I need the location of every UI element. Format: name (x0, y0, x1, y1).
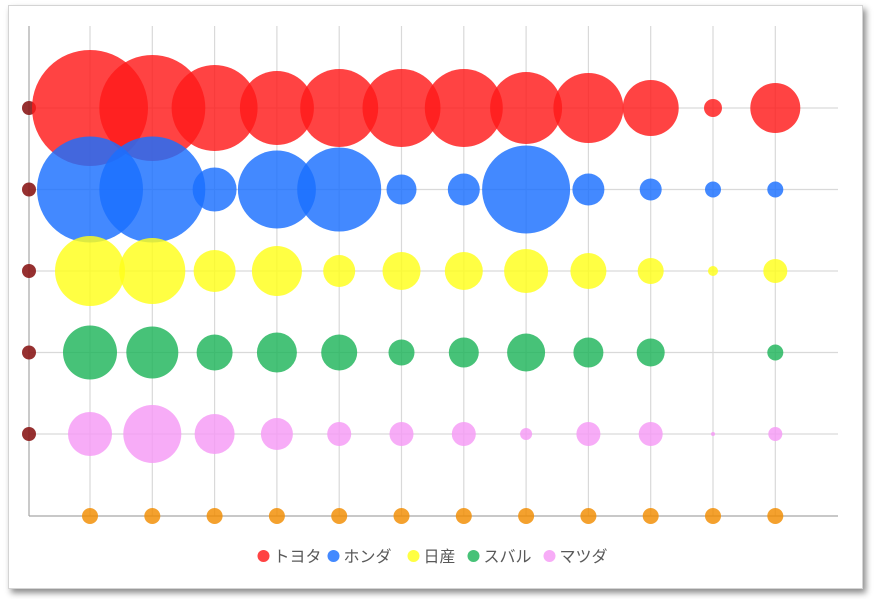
bubble-point (196, 334, 233, 371)
bubble-point (321, 334, 358, 371)
bubble-point (194, 414, 235, 454)
legend-swatch (543, 550, 556, 562)
bubble-point (239, 71, 314, 145)
bubble-point (99, 55, 206, 161)
bubble-point (55, 236, 125, 306)
legend-item: ホンダ (327, 547, 392, 566)
edge-marker (22, 427, 36, 441)
bubble-point (386, 174, 417, 205)
bubble-point (767, 181, 784, 198)
bubble-point (389, 422, 414, 446)
bubble-point (268, 508, 285, 524)
bubble-point (237, 150, 316, 229)
edge-marker (22, 264, 36, 278)
bubble-point (637, 258, 664, 284)
bubble-point (767, 344, 784, 361)
legend-item: 日産 (407, 547, 456, 566)
legend: トヨタ ホンダ 日産 スバル マツダ (257, 547, 608, 566)
bubble-point (570, 253, 607, 289)
bubble-point (297, 147, 382, 232)
bubble-point (144, 508, 161, 524)
legend-swatch (467, 550, 480, 562)
bubble-point (362, 69, 441, 147)
bubble-point (192, 167, 237, 212)
bubble-point (576, 422, 601, 446)
bubble-point (750, 83, 801, 133)
edge-marker (22, 345, 36, 360)
bubbles (32, 50, 801, 524)
bubble-point (639, 178, 662, 201)
legend-label: スバル (484, 547, 532, 566)
bubble-point (636, 338, 665, 367)
bubble-point (447, 173, 480, 206)
bubble-point (82, 508, 98, 524)
bubble-point (573, 337, 604, 368)
bubble-point (507, 333, 546, 372)
legend-item: スバル (467, 547, 532, 566)
bubble-point (705, 181, 721, 198)
legend-swatch (327, 550, 340, 562)
bubble-point (256, 332, 297, 373)
bubble-point (553, 73, 624, 143)
bubble-point (580, 508, 597, 524)
bubble-point (444, 252, 483, 290)
bubble-point (388, 339, 415, 366)
bubble-point (448, 337, 479, 368)
bubble-point (193, 250, 236, 292)
bubble-point (171, 65, 258, 151)
edge-marker (22, 182, 36, 197)
bubble-point (99, 136, 206, 243)
bubble-point (393, 508, 410, 524)
bubble-point (455, 508, 472, 524)
legend-swatch (257, 550, 270, 562)
bubble-point (705, 508, 721, 524)
bubble-point (572, 173, 605, 206)
chart-frame: トヨタ ホンダ 日産 スバル マツダ (8, 5, 863, 589)
legend-label: マツダ (560, 547, 608, 566)
bubble-point (642, 508, 659, 524)
bubble-point (300, 69, 379, 147)
bubble-point (251, 246, 302, 296)
bubble-point (323, 255, 356, 287)
legend-label: 日産 (424, 547, 456, 566)
bubble-point (768, 427, 783, 441)
bubble-point (68, 412, 112, 456)
legend-label: ホンダ (344, 547, 392, 566)
bubble-point (767, 508, 784, 524)
bubble-point (123, 405, 182, 463)
bubble-point (331, 508, 348, 524)
bubble-point (424, 69, 503, 147)
bubble-point (327, 422, 352, 446)
legend-item: マツダ (543, 547, 608, 566)
bubble-point (63, 325, 117, 380)
legend-label: トヨタ (274, 547, 322, 566)
bubble-point (206, 508, 223, 524)
bubble-point (704, 99, 722, 117)
legend-swatch (407, 550, 420, 562)
bubble-point (260, 418, 293, 450)
bubble-point (126, 326, 179, 379)
bubble-point (520, 428, 533, 440)
bubble-point (518, 508, 535, 524)
bubble-point (482, 145, 571, 234)
bubble-point (708, 266, 718, 276)
bubble-point (763, 259, 788, 283)
bubble-chart: トヨタ ホンダ 日産 スバル マツダ (22, 26, 838, 566)
legend-item: トヨタ (257, 547, 322, 566)
edge-markers (22, 101, 36, 441)
bubble-point (638, 422, 663, 446)
bubble-point (451, 422, 476, 446)
bubble-point (382, 252, 421, 290)
bubble-point (490, 72, 563, 144)
bubble-point (119, 238, 186, 304)
bubble-point (504, 249, 549, 293)
bubble-point (622, 80, 679, 136)
bubble-point (711, 432, 715, 436)
